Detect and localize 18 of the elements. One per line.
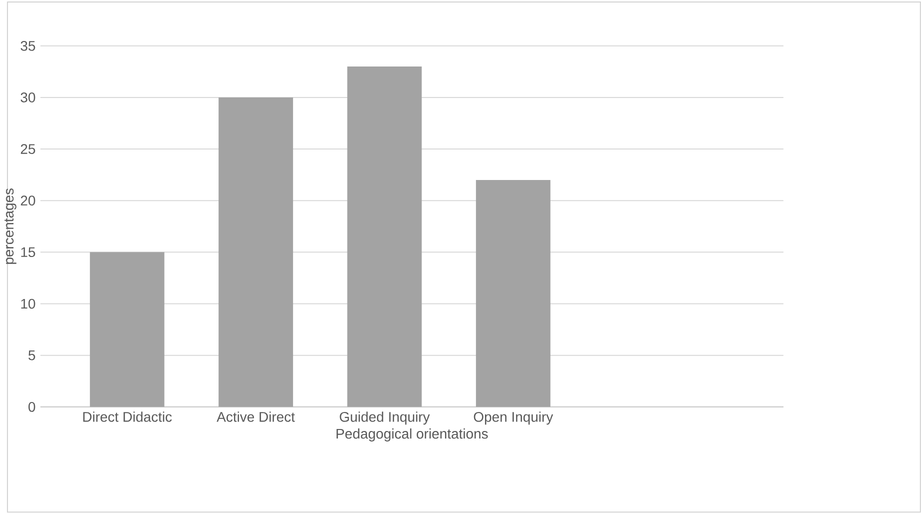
y-tick-label: 5 (28, 350, 36, 360)
x-tick-label: Open Inquiry (474, 412, 554, 425)
y-tick-label: 25 (20, 144, 36, 154)
y-axis-title: percentages (4, 188, 16, 264)
x-tick-label: Active Direct (216, 412, 295, 422)
y-tick-label: 20 (20, 196, 36, 206)
x-axis-title: Pedagogical orientations (336, 428, 488, 442)
y-tick-label: 30 (20, 92, 36, 103)
bar (476, 180, 550, 408)
y-tick-label: 0 (28, 402, 36, 412)
bar (218, 98, 294, 408)
y-tick-label: 10 (21, 299, 36, 309)
y-tick-label: 15 (21, 248, 36, 258)
x-tick-label: Guided Inquiry (340, 412, 430, 425)
bar (90, 252, 164, 408)
x-tick-label: Direct Didactic (83, 412, 172, 422)
y-tick-label: 35 (20, 41, 36, 52)
bar (347, 66, 422, 408)
